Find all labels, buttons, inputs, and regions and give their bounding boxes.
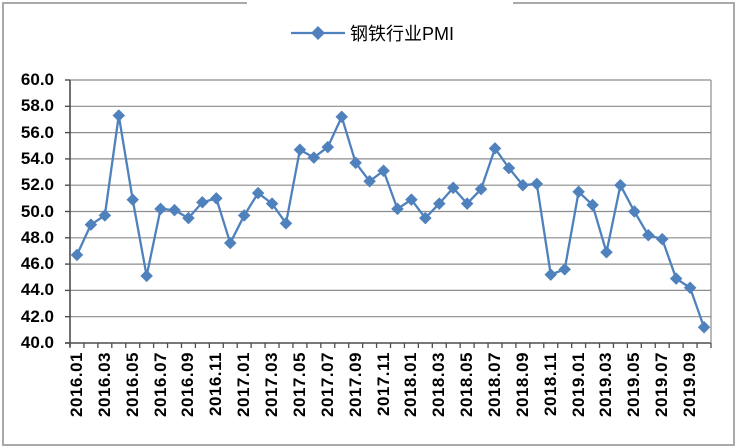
x-tick-label: 2017.01 [234, 352, 254, 417]
x-tick-label: 2016.03 [94, 352, 114, 417]
data-point-marker [628, 205, 641, 218]
data-point-marker [251, 186, 265, 200]
data-point-marker [586, 198, 599, 212]
y-tick-label: 42.0 [20, 306, 54, 326]
x-tick-label: 2019.09 [680, 352, 700, 417]
x-tick-label: 2019.01 [568, 352, 588, 417]
x-tick-label: 2019.05 [624, 352, 644, 417]
data-point-marker [154, 202, 167, 216]
data-point-marker [126, 193, 140, 207]
y-tick-label: 48.0 [20, 227, 54, 247]
y-tick-label: 54.0 [20, 148, 54, 168]
x-tick-label: 2017.07 [317, 352, 337, 417]
data-point-marker [600, 245, 613, 259]
data-point-marker [70, 248, 84, 262]
data-point-marker [335, 110, 349, 124]
data-point-marker [279, 216, 293, 230]
data-point-marker [391, 202, 404, 216]
data-point-marker [516, 178, 530, 192]
data-point-marker [112, 109, 126, 122]
data-point-marker [683, 281, 697, 295]
data-point-marker [84, 218, 98, 232]
legend-line-diamond-icon [291, 25, 345, 40]
data-point-marker [98, 209, 112, 222]
data-series-line [75, 114, 706, 329]
data-point-marker [405, 193, 418, 207]
data-point-marker [377, 164, 390, 178]
data-point-marker [209, 191, 223, 205]
x-tick-label: 2017.05 [289, 352, 309, 417]
x-tick-label: 2018.03 [429, 352, 449, 417]
x-tick-label: 2017.03 [262, 352, 282, 417]
x-tick-label: 2016.07 [150, 352, 170, 417]
x-tick-label: 2018.01 [401, 352, 421, 417]
x-tick-label: 2017.11 [373, 352, 393, 417]
data-point-marker [655, 232, 669, 246]
data-point-marker [140, 269, 153, 283]
x-tick-label: 2018.07 [485, 352, 504, 417]
data-point-marker [530, 177, 544, 191]
data-point-marker [293, 143, 307, 157]
data-point-marker [697, 320, 711, 334]
data-point-marker [572, 185, 585, 199]
x-tick-label: 2018.11 [540, 352, 560, 417]
y-tick-label: 50.0 [20, 201, 54, 221]
x-tick-label: 2018.09 [512, 352, 532, 417]
data-point-marker [418, 211, 432, 225]
data-point-marker [321, 140, 335, 154]
x-tick-label: 2019.07 [652, 352, 672, 417]
x-tick-label: 2016.09 [178, 352, 198, 417]
x-tick-label: 2016.11 [206, 352, 226, 417]
data-point-marker [182, 211, 195, 225]
y-tick-label: 52.0 [20, 175, 54, 195]
data-point-marker [460, 197, 474, 210]
x-tick-label: 2016.01 [66, 352, 86, 417]
data-point-marker [196, 195, 209, 209]
data-point-marker [237, 209, 251, 222]
y-tick-label: 58.0 [20, 96, 54, 116]
y-tick-label: 46.0 [20, 254, 54, 274]
y-tick-label: 56.0 [20, 122, 54, 142]
x-tick-label: 2019.03 [596, 352, 616, 417]
data-point-marker [474, 182, 488, 196]
y-tick-label: 44.0 [20, 280, 54, 300]
data-point-marker [363, 174, 376, 188]
data-point-marker [446, 181, 460, 195]
data-point-marker [168, 203, 181, 217]
data-point-marker [349, 156, 363, 170]
legend: 钢铁行业PMI [247, 0, 513, 58]
y-tick-label: 60.0 [20, 70, 54, 89]
data-point-marker [307, 151, 321, 164]
data-point-marker [432, 197, 446, 210]
y-tick-label: 40.0 [20, 333, 54, 352]
data-point-marker [558, 263, 572, 276]
data-point-marker [641, 228, 655, 242]
data-point-marker [223, 236, 237, 250]
x-tick-label: 2017.09 [345, 352, 365, 417]
x-tick-label: 2018.05 [457, 352, 477, 417]
data-point-marker [544, 268, 558, 281]
data-point-marker [488, 142, 502, 155]
legend-label: 钢铁行业PMI [350, 23, 455, 44]
data-point-marker [265, 197, 279, 210]
data-point-marker [614, 178, 627, 192]
data-point-marker [502, 161, 516, 175]
data-point-marker [669, 272, 683, 285]
x-tick-label: 2016.05 [122, 352, 142, 417]
